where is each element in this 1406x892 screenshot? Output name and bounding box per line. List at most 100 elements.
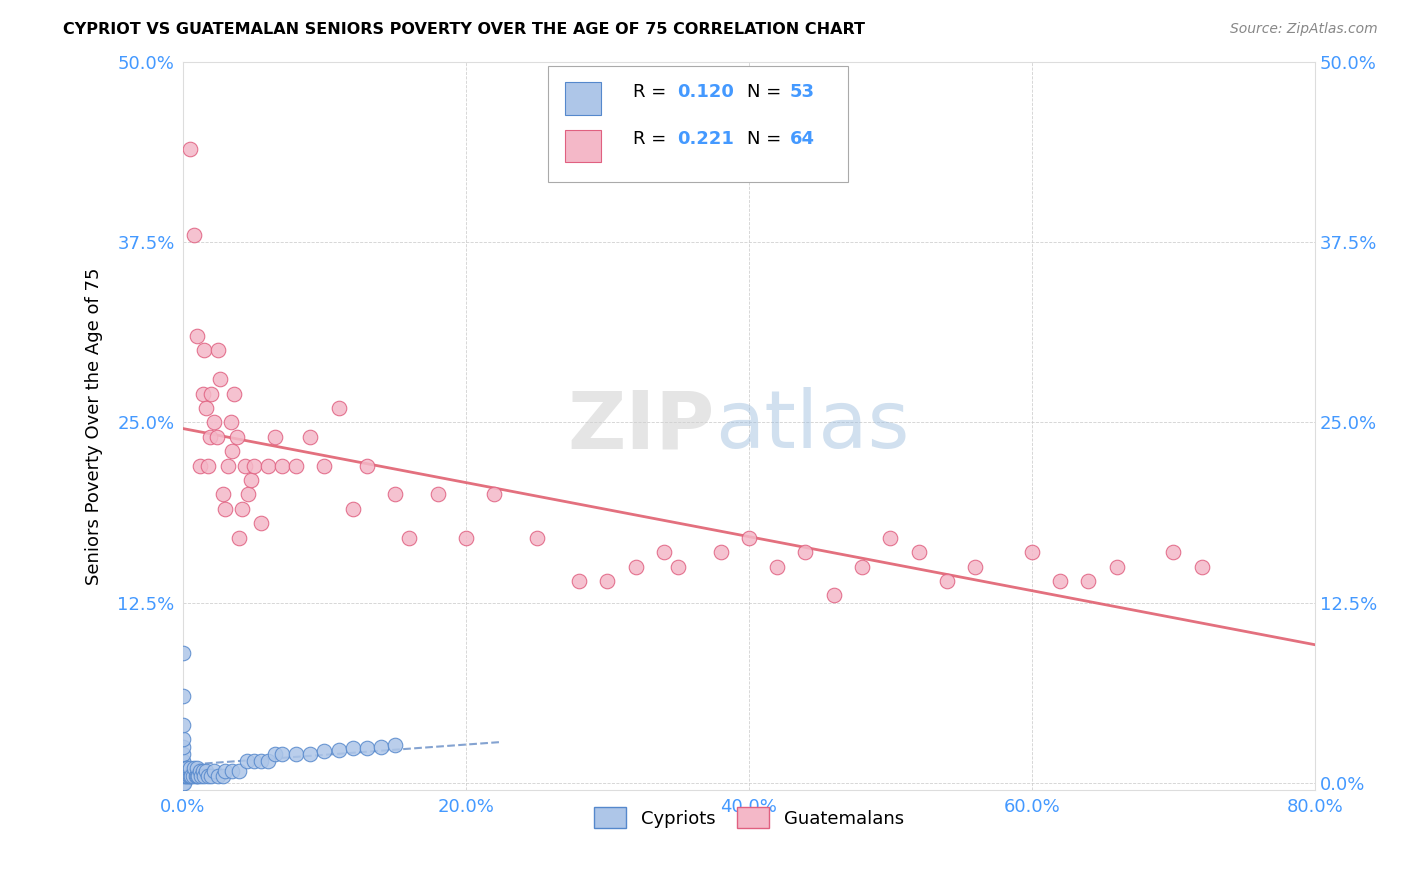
- FancyBboxPatch shape: [548, 66, 848, 182]
- Point: [205, 430, 228, 444]
- Text: N =: N =: [747, 83, 786, 101]
- Point: [221, 444, 243, 458]
- Point: [242, 458, 264, 473]
- Point: [328, 742, 350, 756]
- Point: [214, 502, 236, 516]
- Point: [194, 764, 217, 779]
- Text: 53: 53: [790, 83, 814, 101]
- Text: R =: R =: [633, 130, 672, 148]
- Point: [172, 775, 194, 789]
- Point: [211, 768, 233, 782]
- Point: [263, 747, 285, 761]
- Point: [356, 741, 378, 756]
- Point: [200, 768, 222, 782]
- Point: [186, 761, 208, 775]
- Text: 64: 64: [790, 130, 814, 148]
- Point: [217, 458, 239, 473]
- Point: [342, 741, 364, 756]
- Point: [207, 768, 229, 782]
- Point: [173, 768, 195, 782]
- FancyBboxPatch shape: [565, 82, 602, 114]
- Point: [666, 559, 689, 574]
- Point: [328, 401, 350, 415]
- Point: [526, 531, 548, 545]
- Point: [191, 764, 214, 779]
- Point: [193, 768, 215, 782]
- Point: [652, 545, 675, 559]
- Point: [172, 718, 194, 732]
- Point: [172, 690, 194, 704]
- Point: [596, 574, 619, 588]
- Point: [1161, 545, 1184, 559]
- Point: [188, 458, 211, 473]
- Point: [221, 764, 243, 779]
- Point: [186, 768, 208, 782]
- Point: [202, 416, 225, 430]
- Point: [219, 416, 242, 430]
- Point: [256, 754, 278, 768]
- Point: [299, 430, 322, 444]
- Point: [271, 458, 294, 473]
- Point: [454, 531, 477, 545]
- Point: [172, 739, 194, 754]
- Point: [794, 545, 817, 559]
- Point: [1049, 574, 1071, 588]
- Point: [225, 430, 247, 444]
- Text: N =: N =: [747, 130, 786, 148]
- Point: [823, 588, 845, 602]
- Point: [222, 386, 245, 401]
- Point: [342, 502, 364, 516]
- Point: [194, 401, 217, 415]
- Point: [172, 761, 194, 775]
- Point: [249, 754, 271, 768]
- Point: [173, 775, 195, 789]
- Point: [370, 739, 392, 754]
- Point: [193, 343, 215, 358]
- Point: [177, 768, 200, 782]
- Point: [231, 502, 253, 516]
- Point: [242, 754, 264, 768]
- Point: [198, 430, 221, 444]
- Point: [174, 761, 197, 775]
- Point: [851, 559, 873, 574]
- Point: [263, 430, 285, 444]
- Point: [176, 761, 198, 775]
- Point: [249, 516, 271, 531]
- Point: [183, 228, 205, 243]
- Point: [766, 559, 789, 574]
- Y-axis label: Seniors Poverty Over the Age of 75: Seniors Poverty Over the Age of 75: [86, 268, 103, 585]
- Point: [356, 458, 378, 473]
- Point: [738, 531, 761, 545]
- Point: [200, 386, 222, 401]
- Point: [179, 142, 201, 156]
- Point: [1105, 559, 1128, 574]
- Point: [179, 768, 201, 782]
- Point: [314, 744, 336, 758]
- Point: [207, 343, 229, 358]
- Point: [1021, 545, 1043, 559]
- Text: R =: R =: [633, 83, 672, 101]
- Point: [236, 487, 259, 501]
- Text: atlas: atlas: [714, 387, 910, 465]
- Point: [907, 545, 929, 559]
- Point: [172, 732, 194, 747]
- Point: [184, 768, 207, 782]
- Point: [256, 458, 278, 473]
- Text: 0.120: 0.120: [678, 83, 734, 101]
- Point: [384, 738, 406, 752]
- FancyBboxPatch shape: [565, 129, 602, 161]
- Point: [935, 574, 957, 588]
- Point: [285, 747, 308, 761]
- Point: [271, 747, 294, 761]
- Point: [179, 761, 201, 775]
- Text: CYPRIOT VS GUATEMALAN SENIORS POVERTY OVER THE AGE OF 75 CORRELATION CHART: CYPRIOT VS GUATEMALAN SENIORS POVERTY OV…: [63, 22, 865, 37]
- Point: [183, 761, 205, 775]
- Point: [426, 487, 449, 501]
- Text: Source: ZipAtlas.com: Source: ZipAtlas.com: [1230, 22, 1378, 37]
- Point: [482, 487, 505, 501]
- Point: [172, 646, 194, 660]
- Point: [202, 764, 225, 779]
- Point: [398, 531, 420, 545]
- Point: [172, 768, 194, 782]
- Point: [180, 768, 202, 782]
